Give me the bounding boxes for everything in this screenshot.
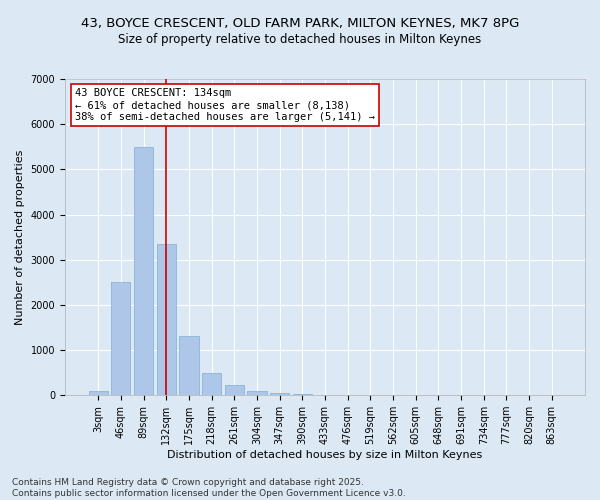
Bar <box>270 392 289 395</box>
Bar <box>293 394 312 395</box>
Bar <box>202 373 221 395</box>
Text: 43 BOYCE CRESCENT: 134sqm
← 61% of detached houses are smaller (8,138)
38% of se: 43 BOYCE CRESCENT: 134sqm ← 61% of detac… <box>76 88 376 122</box>
Bar <box>224 386 244 395</box>
Bar <box>157 244 176 395</box>
Bar <box>247 390 266 395</box>
Bar <box>134 147 153 395</box>
Bar <box>111 282 130 395</box>
Bar <box>179 336 199 395</box>
Text: 43, BOYCE CRESCENT, OLD FARM PARK, MILTON KEYNES, MK7 8PG: 43, BOYCE CRESCENT, OLD FARM PARK, MILTO… <box>81 18 519 30</box>
X-axis label: Distribution of detached houses by size in Milton Keynes: Distribution of detached houses by size … <box>167 450 482 460</box>
Text: Contains HM Land Registry data © Crown copyright and database right 2025.
Contai: Contains HM Land Registry data © Crown c… <box>12 478 406 498</box>
Bar <box>89 390 108 395</box>
Y-axis label: Number of detached properties: Number of detached properties <box>15 150 25 325</box>
Text: Size of property relative to detached houses in Milton Keynes: Size of property relative to detached ho… <box>118 32 482 46</box>
